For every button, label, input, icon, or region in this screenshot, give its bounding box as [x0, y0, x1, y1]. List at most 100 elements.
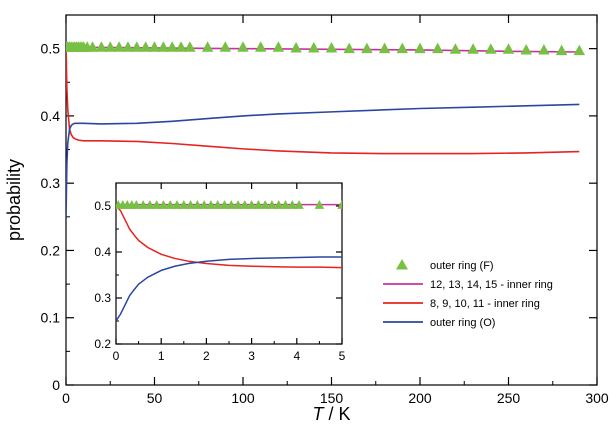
inset-marker-outer-ring-f: [280, 200, 291, 209]
inset-x-tick-label: 4: [293, 349, 300, 363]
inset-marker-outer-ring-f: [219, 200, 230, 209]
marker-outer-ring-f: [201, 41, 214, 52]
inset-marker-outer-ring-f: [267, 200, 277, 209]
marker-outer-ring-f: [122, 41, 134, 52]
x-tick-label: 200: [408, 390, 432, 406]
marker-outer-ring-f: [414, 42, 426, 54]
series-group: [66, 41, 585, 217]
inset-marker-outer-ring-f: [158, 200, 169, 209]
inset-marker-outer-ring-f: [179, 200, 189, 209]
marker-outer-ring-f: [467, 43, 479, 54]
marker-outer-ring-f: [432, 42, 444, 54]
y-tick-label: 0.4: [41, 108, 61, 124]
marker-outer-ring-f: [538, 43, 550, 55]
marker-outer-ring-f: [290, 41, 302, 53]
inset-marker-outer-ring-f: [172, 200, 182, 209]
inset-marker-outer-ring-f: [233, 200, 243, 209]
series-line-outer-ring-o: [66, 103, 580, 217]
inset-marker-outer-ring-f: [273, 200, 284, 209]
inset-series-line-8-9-10-11-inner-ring: [116, 205, 342, 269]
marker-outer-ring-f: [520, 43, 532, 55]
y-tick-label: 0.5: [41, 41, 61, 57]
legend-entry-label: outer ring (F): [430, 260, 494, 272]
inset-marker-outer-ring-f: [294, 200, 304, 209]
marker-outer-ring-f: [573, 44, 585, 56]
inset-marker-outer-ring-f: [260, 200, 270, 209]
legend-entry-label: 12, 13, 14, 15 - inner ring: [430, 279, 553, 291]
series-line-8-9-10-11-inner-ring: [66, 46, 580, 155]
inset-y-tick-label: 0.4: [94, 245, 111, 259]
marker-outer-ring-f: [555, 44, 568, 56]
inset-x-tick-label: 3: [248, 349, 255, 363]
marker-outer-ring-f: [104, 41, 116, 52]
marker-outer-ring-f: [175, 41, 187, 52]
marker-outer-ring-f: [272, 41, 285, 52]
y-tick-label: 0.1: [41, 310, 61, 326]
marker-outer-ring-f: [139, 41, 152, 52]
legend-entry-label: 8, 9, 10, 11 - inner ring: [430, 298, 540, 310]
inset-series-group: [116, 200, 342, 322]
inset-x-tick-label: 5: [339, 349, 346, 363]
inset-marker-outer-ring-f: [287, 200, 298, 209]
marker-outer-ring-f: [157, 41, 170, 52]
marker-outer-ring-f: [361, 42, 373, 54]
marker-outer-ring-f: [502, 43, 515, 54]
marker-outer-ring-f: [148, 41, 161, 52]
x-axis-title-unit: / K: [323, 404, 350, 424]
inset-plot: 0 1 2 3 4 5 0.2 0.3 0.4 0.5: [94, 182, 346, 363]
x-tick-label: 0: [62, 390, 70, 406]
x-tick-label: 300: [585, 390, 609, 406]
marker-outer-ring-f: [184, 41, 196, 52]
inset-y-tick-label: 0.3: [94, 291, 111, 305]
inset-marker-outer-ring-f: [192, 200, 203, 209]
marker-outer-ring-f: [485, 43, 497, 54]
inset-y-tick-label: 0.2: [94, 337, 111, 351]
marker-outer-ring-f: [396, 42, 408, 54]
marker-outer-ring-f: [113, 41, 125, 52]
inset-marker-outer-ring-f: [206, 200, 216, 209]
inset-marker-outer-ring-f: [185, 200, 196, 209]
inset-background: [116, 183, 342, 344]
x-axis-title: T / K: [312, 404, 350, 424]
inset-marker-outer-ring-f: [337, 200, 342, 209]
x-tick-label: 150: [320, 390, 344, 406]
marker-outer-ring-f: [86, 41, 99, 52]
inset-marker-outer-ring-f: [240, 200, 250, 209]
inset-marker-outer-ring-f: [226, 200, 237, 209]
inset-marker-outer-ring-f: [199, 200, 209, 209]
legend-entry-label: outer ring (O): [430, 317, 495, 329]
legend: outer ring (F) 12, 13, 14, 15 - inner rin…: [383, 259, 553, 329]
inset-marker-outer-ring-f: [246, 200, 257, 209]
x-tick-label: 250: [497, 390, 521, 406]
y-tick-label: 0: [52, 377, 60, 393]
inset-marker-outer-ring-f: [314, 200, 325, 209]
inset-x-tick-label: 2: [203, 349, 210, 363]
marker-outer-ring-f: [378, 42, 391, 54]
legend-marker-triangle: [396, 259, 408, 270]
marker-outer-ring-f: [255, 41, 267, 52]
marker-outer-ring-f: [343, 42, 355, 54]
y-axis-title: probability: [4, 159, 24, 241]
x-axis-title-symbol: T: [312, 404, 325, 424]
y-tick-label: 0.2: [41, 242, 61, 258]
inset-marker-outer-ring-f: [151, 200, 162, 209]
marker-outer-ring-f: [131, 41, 143, 52]
inset-y-tick-label: 0.5: [94, 199, 111, 213]
inset-series-line-outer-ring-o: [116, 256, 342, 322]
marker-outer-ring-f: [449, 43, 462, 54]
x-tick-label: 100: [231, 390, 255, 406]
inset-marker-outer-ring-f: [165, 200, 175, 209]
marker-outer-ring-f: [219, 41, 231, 52]
marker-outer-ring-f: [308, 41, 320, 53]
x-tick-label: 50: [147, 390, 163, 406]
inset-x-tick-label: 1: [158, 349, 165, 363]
marker-outer-ring-f: [237, 41, 249, 52]
inset-x-tick-label: 0: [113, 349, 120, 363]
inset-marker-outer-ring-f: [212, 200, 223, 209]
marker-outer-ring-f: [166, 41, 178, 52]
inset-marker-outer-ring-f: [131, 200, 142, 209]
y-tick-label: 0.3: [41, 175, 61, 191]
marker-outer-ring-f: [95, 41, 108, 52]
